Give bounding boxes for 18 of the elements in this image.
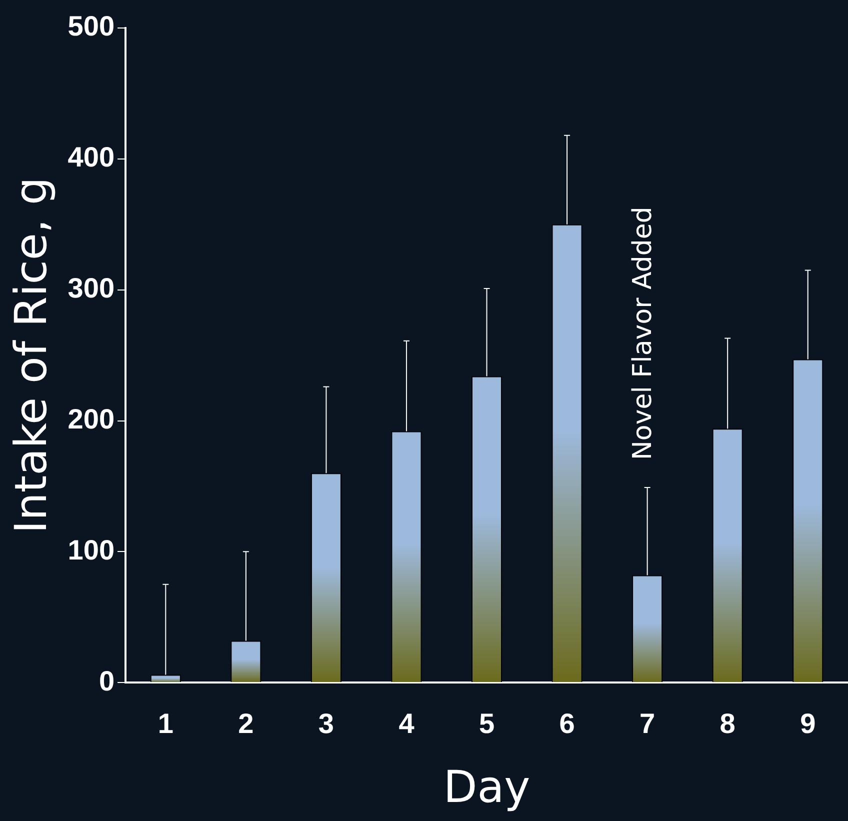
y-tick-label: 400 (68, 142, 115, 173)
y-axis-title: Intake of Rice, g (6, 177, 57, 534)
x-tick-label: 8 (720, 708, 736, 740)
annotation: Novel Flavor Added (628, 206, 658, 460)
x-tick-label: 7 (640, 708, 656, 740)
x-tick-label: 2 (238, 708, 254, 740)
x-axis-title: Day (443, 762, 530, 814)
x-tick-label: 4 (398, 708, 415, 740)
x-tick-label: 6 (559, 708, 575, 740)
x-tick-label: 5 (478, 708, 495, 740)
y-tick-label: 300 (68, 272, 115, 304)
x-tick-label: 3 (318, 708, 334, 740)
y-tick-label: 0 (98, 665, 115, 696)
y-tick-label: 500 (68, 10, 115, 42)
y-tick-label: 200 (68, 403, 115, 434)
y-tick-label: 100 (68, 534, 115, 566)
x-tick-label: 1 (158, 708, 174, 740)
x-tick-label: 9 (800, 708, 816, 740)
